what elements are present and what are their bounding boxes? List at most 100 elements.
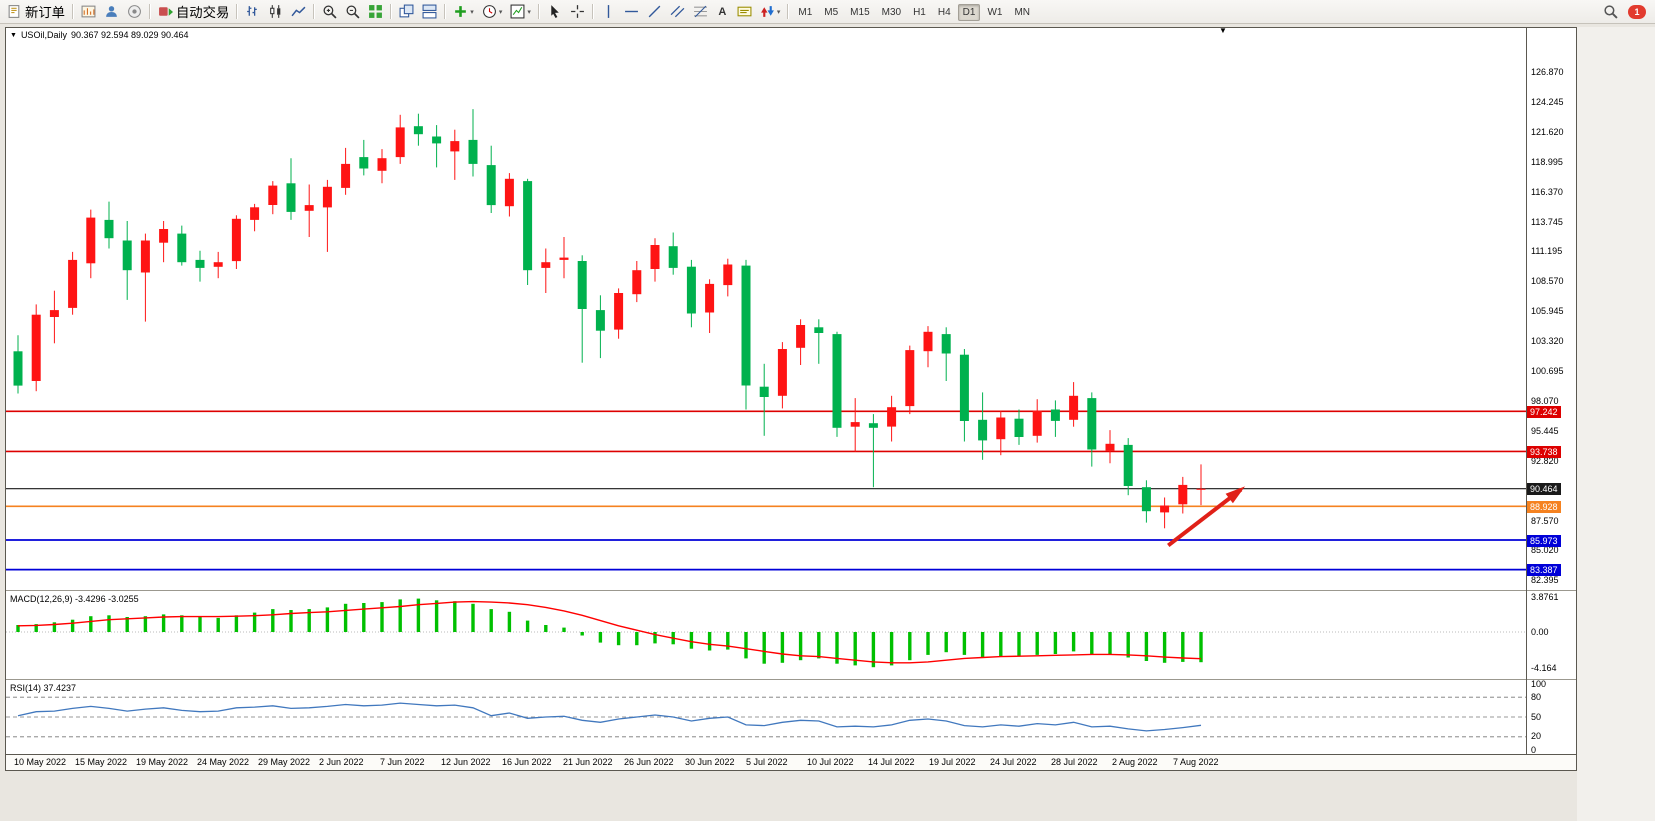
rsi-axis-label: 20: [1531, 731, 1542, 742]
zoom-in-button[interactable]: [318, 2, 341, 21]
date-axis-label: 24 May 2022: [197, 757, 250, 767]
timeframe-H4[interactable]: H4: [937, 6, 951, 18]
date-axis-label: 19 May 2022: [136, 757, 189, 767]
pane-divider[interactable]: [6, 679, 1576, 680]
periods-button[interactable]: ▾: [478, 2, 507, 21]
date-axis-label: 2 Aug 2022: [1112, 757, 1158, 767]
fibonacci-button[interactable]: [689, 2, 712, 21]
timeframe-H1[interactable]: H1: [913, 6, 926, 18]
vertical-line-icon: [607, 5, 610, 18]
trend-arrow[interactable]: [1167, 487, 1243, 548]
separator: [313, 4, 316, 19]
candle: [887, 395, 897, 442]
rsi-line: [17, 702, 1202, 732]
timeframe-group: M1 M5 M15 M30 H1 H4 D1 W1 MN: [792, 3, 1036, 21]
separator: [71, 4, 74, 19]
candle: [523, 178, 533, 285]
timeframe-D1[interactable]: D1: [957, 3, 981, 21]
candle: [268, 181, 278, 215]
candle: [996, 410, 1006, 456]
text-tool-button[interactable]: A: [712, 2, 733, 21]
bar-chart-button[interactable]: [241, 2, 264, 21]
candle: [1014, 409, 1024, 445]
trend-arrow-head[interactable]: [1225, 486, 1245, 504]
community-icon: [128, 5, 141, 18]
crosshair-button[interactable]: [566, 2, 589, 21]
community-button[interactable]: [123, 2, 146, 21]
new-order-button[interactable]: 新订单: [3, 2, 69, 21]
candle: [759, 363, 769, 436]
zoom-out-button[interactable]: [341, 2, 364, 21]
price-axis-label: 98.070: [1531, 396, 1559, 407]
collapse-icon[interactable]: ▼: [10, 31, 17, 39]
tile-horizontal-button[interactable]: [418, 2, 441, 21]
candle: [213, 251, 223, 279]
date-axis-label: 14 Jul 2022: [868, 757, 915, 767]
price-axis-label: 92.820: [1531, 456, 1559, 467]
price-level-badge: 88.928: [1527, 500, 1561, 513]
accounts-button[interactable]: [100, 2, 123, 21]
vertical-line-button[interactable]: [597, 2, 620, 21]
templates-button[interactable]: ▾: [506, 2, 535, 21]
candle: [250, 203, 260, 232]
cursor-button[interactable]: [543, 2, 566, 21]
candle: [923, 326, 933, 368]
ohlc-bars-icon: [247, 6, 258, 16]
main-toolbar: 新订单 自动交易 ▾ ▾: [0, 0, 1655, 24]
candle: [814, 319, 824, 364]
macd-pane[interactable]: [6, 591, 1526, 679]
horizontal-line-button[interactable]: [620, 2, 643, 21]
notification-badge[interactable]: 1: [1628, 4, 1646, 19]
tile-windows-button[interactable]: [364, 2, 387, 21]
candle: [231, 215, 241, 269]
tile-horizontal-icon: [422, 4, 437, 19]
candle: [1123, 438, 1133, 496]
pane-divider[interactable]: [6, 590, 1576, 591]
date-axis-label: 7 Jun 2022: [380, 757, 425, 767]
channel-button[interactable]: [666, 2, 689, 21]
candle: [177, 225, 187, 266]
candle: [195, 250, 205, 282]
price-axis-label: 85.020: [1531, 545, 1559, 556]
workspace: 10 May 2022 15 May 2022 19 May 2022 24 May …: [0, 24, 1655, 821]
trendline-button[interactable]: [643, 2, 666, 21]
text-label-button[interactable]: [733, 2, 756, 21]
chevron-down-icon: ▾: [498, 8, 503, 16]
timeframe-W1[interactable]: W1: [987, 6, 1003, 18]
timeframe-M30[interactable]: M30: [881, 6, 902, 18]
timeframe-M15[interactable]: M15: [850, 6, 870, 18]
date-axis[interactable]: 10 May 2022 15 May 2022 19 May 2022 24 May …: [6, 755, 1576, 770]
chart-window: 10 May 2022 15 May 2022 19 May 2022 24 May …: [5, 26, 1577, 771]
candle: [832, 331, 842, 437]
fibonacci-icon: [693, 5, 707, 18]
rsi-axis-label: 50: [1531, 711, 1542, 722]
price-axis-label: 124.245: [1531, 97, 1564, 108]
user-icon: [106, 6, 117, 17]
candle: [796, 319, 806, 365]
tile-windows-icon: [369, 5, 383, 18]
candle: [13, 335, 23, 394]
search-button[interactable]: [1599, 2, 1622, 21]
chart-shift-marker[interactable]: ▼: [1219, 26, 1227, 35]
indicators-button[interactable]: ▾: [449, 2, 478, 21]
line-chart-button[interactable]: [287, 2, 310, 21]
charts-panel-button[interactable]: [77, 2, 100, 21]
candle: [468, 109, 478, 177]
date-axis-label: 10 Jul 2022: [807, 757, 854, 767]
rsi-pane[interactable]: [6, 680, 1526, 754]
candle: [632, 261, 642, 303]
timeframe-M5[interactable]: M5: [824, 6, 839, 18]
line-chart-icon: [291, 6, 306, 17]
arrows-tool-button[interactable]: ▾: [756, 2, 785, 21]
date-axis-label: 24 Jul 2022: [990, 757, 1037, 767]
timeframe-MN[interactable]: MN: [1014, 6, 1031, 18]
candle: [1160, 497, 1170, 529]
candlestick-chart-button[interactable]: [264, 2, 287, 21]
date-axis-label: 2 Jun 2022: [319, 757, 364, 767]
price-chart-pane[interactable]: [6, 28, 1526, 590]
new-order-label: 新订单: [25, 5, 65, 20]
cascade-windows-button[interactable]: [395, 2, 418, 21]
price-axis[interactable]: 126.870 124.245 121.620 118.995 116.370 113.7…: [1527, 28, 1574, 755]
timeframe-M1[interactable]: M1: [798, 6, 813, 18]
auto-trading-button[interactable]: 自动交易: [154, 2, 233, 21]
